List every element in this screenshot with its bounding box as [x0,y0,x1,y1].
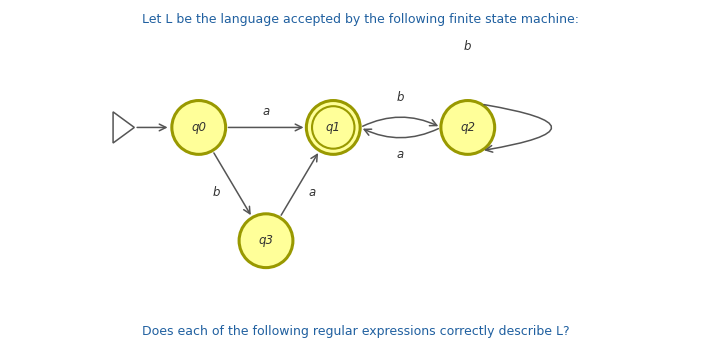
Circle shape [239,214,293,268]
Text: Let L be the language accepted by the following finite state machine:: Let L be the language accepted by the fo… [142,13,579,26]
Circle shape [172,101,225,154]
Text: q2: q2 [460,121,475,134]
Text: Does each of the following regular expressions correctly describe L?: Does each of the following regular expre… [142,325,570,338]
Text: q1: q1 [325,121,341,134]
Circle shape [441,101,495,154]
Text: a: a [308,186,316,199]
Text: b: b [213,186,220,199]
Text: b: b [397,91,404,104]
Text: q0: q0 [191,121,206,134]
Text: b: b [464,40,471,52]
Text: a: a [262,105,269,118]
Circle shape [306,101,360,154]
Text: q3: q3 [259,234,274,247]
Text: a: a [397,148,404,161]
